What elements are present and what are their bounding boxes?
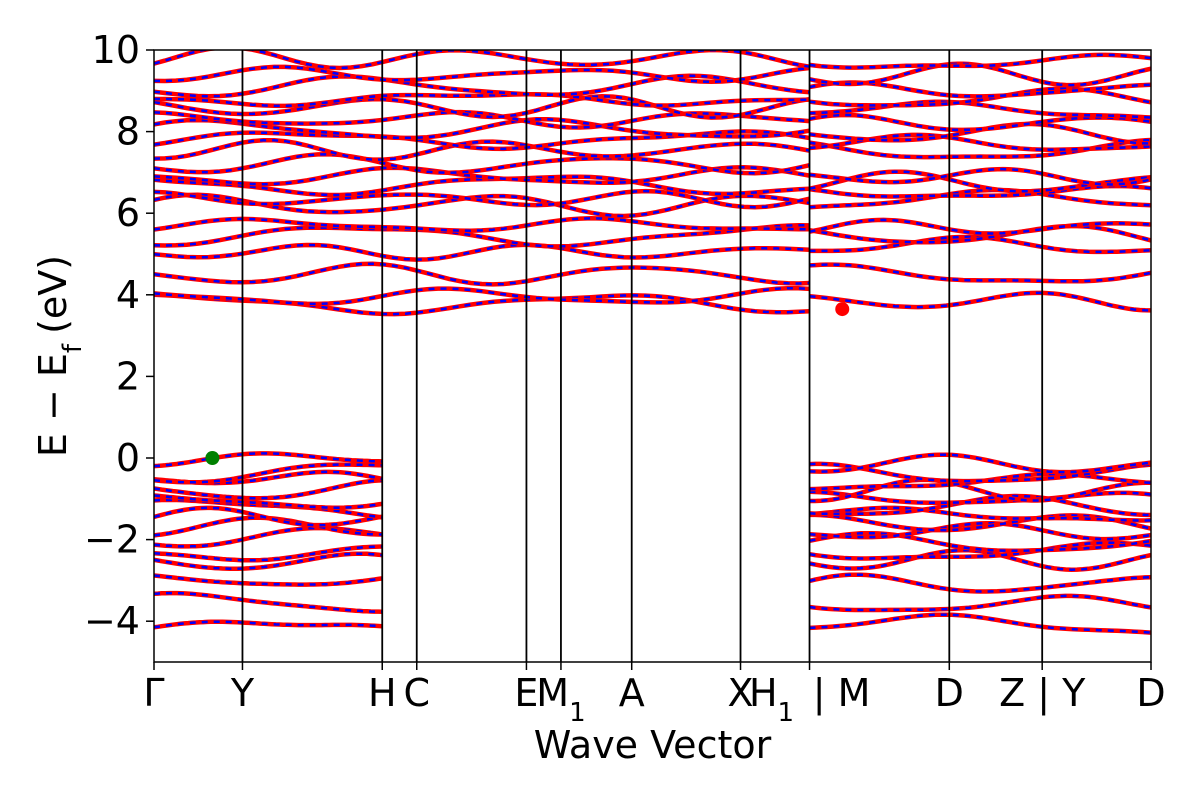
x-tick-label-6: A	[619, 671, 645, 715]
band-line-13-spin-down	[154, 463, 383, 484]
x-tick-label-2: H	[368, 671, 397, 715]
band-line-49-spin-down	[809, 453, 1151, 474]
band-line-18-spin-down	[154, 243, 810, 261]
vbm-marker	[205, 451, 220, 465]
band-line-56-spin-down	[809, 184, 1151, 198]
band-line-43-spin-down	[809, 506, 1151, 522]
band-line-60-spin-down	[809, 133, 1151, 151]
band-line-25-spin-down	[154, 153, 810, 175]
band-line-58-spin-down	[809, 167, 1151, 186]
band-line-16-spin-down	[154, 286, 810, 306]
band-line-23-spin-down	[154, 175, 810, 197]
x-tick-label-8: H1	[749, 671, 794, 728]
band-line-3-spin-down	[154, 574, 383, 586]
band-line-27-spin-down	[154, 130, 810, 151]
band-line-30-spin-down	[154, 95, 810, 119]
band-line-67-spin-down	[809, 53, 1151, 69]
band-line-54-spin-down	[809, 218, 1151, 235]
y-axis-ticks: −4 −2 0 2 4 6 8 10	[84, 28, 154, 643]
band-line-59-spin-down	[809, 138, 1151, 159]
band-line-51-spin-down	[809, 263, 1151, 283]
band-line-62-spin-down	[809, 113, 1151, 132]
band-line-53-spin-down	[809, 224, 1151, 244]
band-line-11-spin-down	[154, 479, 383, 500]
kpoint-separators	[241, 50, 1044, 662]
band-line-64-spin-down	[809, 87, 1151, 107]
x-tick-label-0: Γ	[143, 671, 164, 715]
band-line-25-spin-up	[154, 152, 811, 176]
band-line-55-spin-down	[809, 188, 1151, 209]
band-line-6-spin-down	[154, 526, 383, 548]
band-line-48-spin-down	[809, 462, 1151, 483]
band-line-63-spin-down	[809, 100, 1151, 119]
band-line-36-spin-down	[809, 594, 1151, 612]
band-line-32-spin-down	[154, 74, 810, 98]
x-tick-label-4: E	[514, 671, 538, 715]
band-line-42-spin-down	[809, 513, 1151, 532]
y-axis-title-unit: (eV)	[31, 255, 75, 334]
x-axis-title: Wave Vector	[534, 723, 772, 767]
x-tick-label-10: D	[935, 671, 964, 715]
band-line-46-spin-down	[809, 478, 1151, 503]
x-axis-ticks: Γ Y H C EM1 A XH1 | M D Z | Y D	[143, 662, 1166, 728]
plot-frame	[153, 49, 1152, 663]
band-line-5-spin-down	[154, 545, 383, 562]
band-line-19-spin-down	[154, 223, 810, 248]
band-line-2-spin-down	[154, 591, 383, 613]
x-tick-label-12: D	[1136, 671, 1165, 715]
band-line-33-spin-down	[154, 65, 810, 84]
band-line-1-spin-down	[154, 620, 383, 629]
band-line-44-spin-down	[809, 494, 1151, 517]
band-lines	[154, 50, 1151, 635]
x-tick-label-7: X	[727, 671, 753, 715]
y-tick-label-3: 2	[116, 354, 140, 398]
band-line-17-spin-down	[154, 262, 810, 286]
band-line-50-spin-down	[809, 291, 1151, 312]
band-line-39-spin-down	[809, 541, 1151, 560]
band-line-8-spin-down	[154, 506, 383, 527]
extrema-markers	[205, 302, 850, 465]
x-tick-label-9: | M	[813, 671, 871, 716]
band-line-37-spin-up	[808, 572, 1151, 594]
y-axis-title: E − Ef (eV)	[31, 255, 88, 457]
band-line-29-spin-down	[154, 110, 810, 129]
band-line-22-spin-down	[154, 189, 810, 209]
band-line-41-spin-down	[809, 521, 1151, 541]
band-line-37-spin-down	[809, 573, 1151, 593]
cbm-marker	[835, 302, 850, 317]
band-line-45-spin-down	[809, 490, 1151, 505]
band-line-40-spin-down	[809, 531, 1151, 552]
x-tick-label-5: M1	[536, 671, 585, 728]
band-line-14-spin-down	[154, 452, 383, 468]
band-line-20-spin-down	[154, 217, 810, 232]
y-tick-label-6: 8	[116, 110, 140, 154]
band-line-24-spin-down	[154, 166, 810, 186]
y-axis-title-main: E − E	[31, 353, 75, 457]
band-line-10-spin-down	[154, 494, 383, 509]
band-line-61-spin-up	[809, 121, 1151, 146]
y-tick-label-5: 6	[116, 191, 140, 235]
band-line-4-spin-down	[154, 552, 383, 570]
y-tick-label-4: 4	[116, 273, 140, 317]
band-line-31-spin-down	[154, 92, 810, 108]
y-tick-label-0: −4	[84, 599, 140, 643]
y-axis-title-sub: f	[58, 343, 88, 353]
x-tick-label-1: Y	[230, 671, 255, 715]
x-tick-label-11: Z | Y	[999, 671, 1086, 716]
band-line-7-spin-down	[154, 516, 383, 537]
y-tick-label-7: 10	[92, 28, 140, 72]
band-line-65-spin-down	[809, 81, 1151, 98]
y-tick-label-2: 0	[116, 436, 140, 480]
band-line-28-spin-down	[154, 118, 810, 140]
y-tick-label-1: −2	[84, 518, 140, 562]
x-tick-label-3: C	[403, 671, 430, 715]
band-line-35-spin-down	[809, 613, 1151, 634]
band-line-26-spin-down	[154, 138, 810, 161]
